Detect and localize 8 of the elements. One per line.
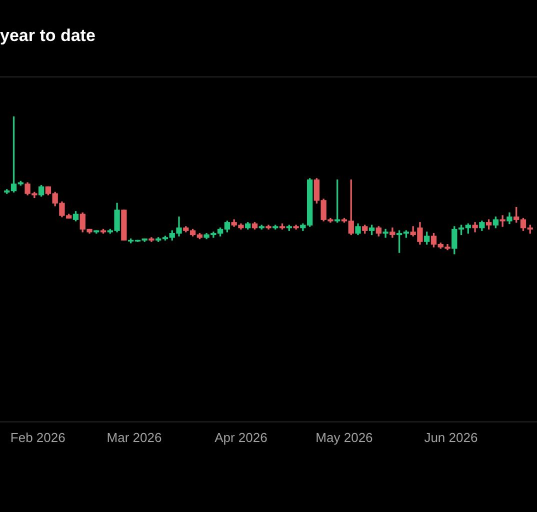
x-tick-label: Feb 2026 xyxy=(10,430,66,445)
x-tick-label: Jun 2026 xyxy=(424,430,478,445)
candlestick xyxy=(382,228,388,238)
x-tick-label: Mar 2026 xyxy=(106,430,162,445)
candlestick xyxy=(500,215,506,227)
x-tick-label: May 2026 xyxy=(316,430,373,445)
x-tick-label: Apr 2026 xyxy=(214,430,268,445)
chart-title: year to date xyxy=(0,26,96,45)
